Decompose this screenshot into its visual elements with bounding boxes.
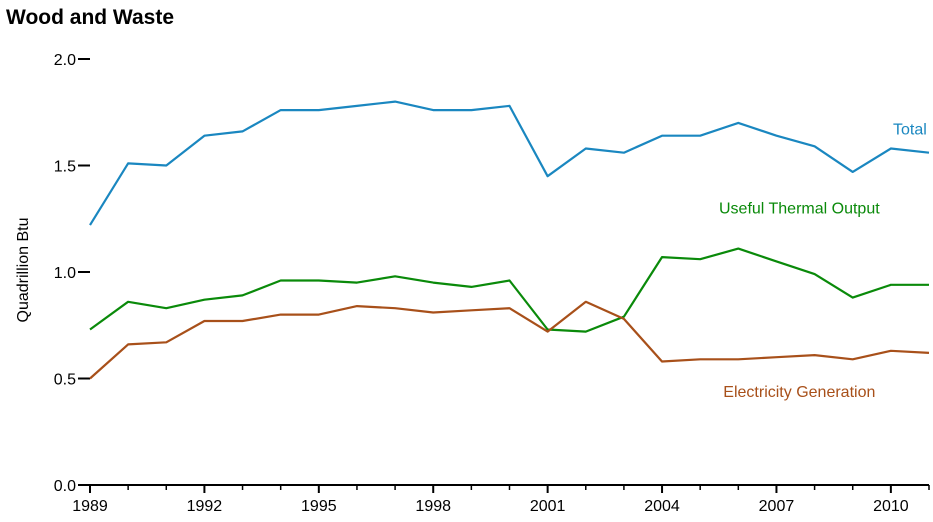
y-tick-label: 2.0 — [54, 52, 76, 69]
y-tick-label: 1.5 — [54, 159, 76, 176]
y-axis-label: Quadrillion Btu — [15, 218, 32, 323]
series-label-total: Total — [893, 121, 927, 138]
series-line-total — [89, 100, 930, 226]
x-tick-label: 1995 — [301, 498, 337, 515]
series-line-electricity-generation — [89, 300, 930, 380]
x-tick-label: 2001 — [530, 498, 566, 515]
chart-title: Wood and Waste — [6, 6, 174, 29]
series-label-electricity-generation: Electricity Generation — [723, 384, 875, 401]
y-tick-label: 0.5 — [54, 372, 76, 389]
x-tick-label: 1992 — [187, 498, 223, 515]
y-tick-label: 1.0 — [54, 265, 76, 282]
x-tick-label: 2007 — [759, 498, 795, 515]
axes: 1989 1992 1995 1998 2001 2004 2007 2010 0.0 0.5 1.… — [54, 52, 930, 515]
x-tick-label: 1989 — [72, 498, 108, 515]
y-tick-label: 0.0 — [54, 478, 76, 495]
series-line-useful-thermal-output — [89, 247, 929, 333]
series-label-useful-thermal-output: Useful Thermal Output — [719, 200, 880, 217]
series-lines — [89, 100, 930, 380]
x-tick-label: 2004 — [644, 498, 680, 515]
x-tick-label: 1998 — [415, 498, 451, 515]
x-tick-label: 2010 — [873, 498, 909, 515]
series-labels: Total Useful Thermal Output Electricity Ge… — [719, 121, 927, 401]
